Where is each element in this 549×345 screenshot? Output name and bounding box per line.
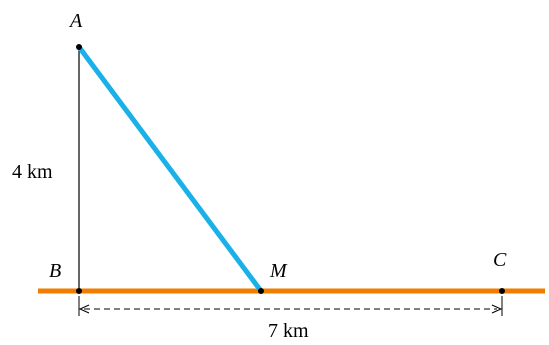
label-m: M <box>269 260 288 282</box>
label-horizontal-distance: 7 km <box>268 320 309 342</box>
label-vertical-distance: 4 km <box>12 161 53 183</box>
point-b <box>76 288 82 294</box>
label-b: B <box>49 260 61 282</box>
label-a: A <box>68 10 83 32</box>
point-m <box>258 288 264 294</box>
arrowhead-left <box>78 304 90 314</box>
point-c <box>499 288 505 294</box>
segment-am <box>76 45 264 293</box>
arrowhead-right <box>491 304 503 314</box>
point-a <box>76 44 82 50</box>
dimension-bc <box>78 296 503 316</box>
label-c: C <box>493 249 507 271</box>
